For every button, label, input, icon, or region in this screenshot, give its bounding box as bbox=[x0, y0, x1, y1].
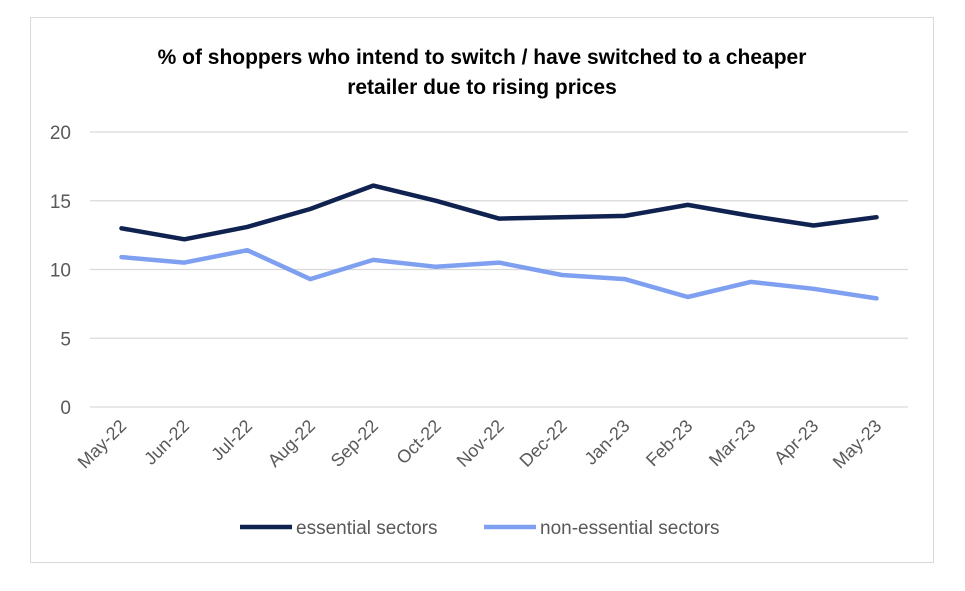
x-tick-label: Jan-23 bbox=[581, 416, 634, 469]
chart-title-line-2: retailer due to rising prices bbox=[347, 76, 617, 99]
legend-label: non-essential sectors bbox=[540, 518, 720, 539]
x-tick-label: Apr-23 bbox=[770, 416, 822, 468]
x-tick-label: Sep-22 bbox=[327, 416, 382, 471]
x-tick-label: Feb-23 bbox=[642, 416, 696, 470]
legend-item: essential sectors bbox=[240, 518, 438, 539]
legend-item: non-essential sectors bbox=[484, 518, 720, 539]
x-tick-label: May-23 bbox=[829, 416, 886, 473]
x-tick-label: Oct-22 bbox=[393, 416, 445, 468]
x-tick-label: Dec-22 bbox=[516, 416, 571, 471]
x-tick-label: Jul-22 bbox=[207, 416, 256, 465]
x-tick-label: May-22 bbox=[74, 416, 131, 473]
legend-label: essential sectors bbox=[296, 518, 438, 539]
legend: essential sectors non-essential sectors bbox=[240, 518, 720, 539]
y-tick-label: 0 bbox=[60, 398, 71, 419]
y-tick-label: 5 bbox=[60, 329, 71, 350]
x-tick-label: Aug-22 bbox=[264, 416, 319, 471]
x-axis-ticks: May-22 Jun-22 Jul-22 Aug-22 Sep-22 Oct-22 Nov-… bbox=[74, 416, 886, 473]
chart-title: % of shoppers who intend to switch / hav… bbox=[158, 46, 807, 99]
chart-title-line-1: % of shoppers who intend to switch / hav… bbox=[158, 46, 807, 69]
y-tick-label: 20 bbox=[50, 123, 71, 144]
series-line-non-essential-sectors bbox=[119, 247, 879, 301]
y-tick-label: 15 bbox=[50, 192, 71, 213]
series-line-essential-sectors bbox=[119, 183, 879, 242]
y-tick-label: 10 bbox=[50, 261, 71, 282]
y-axis-ticks: 0 5 10 15 20 bbox=[50, 123, 71, 419]
chart-frame bbox=[30, 17, 934, 563]
series-lines bbox=[119, 183, 879, 301]
x-tick-label: Jun-22 bbox=[140, 416, 193, 469]
x-tick-label: Mar-23 bbox=[705, 416, 759, 470]
x-tick-label: Nov-22 bbox=[453, 416, 508, 471]
gridlines bbox=[90, 131, 908, 408]
